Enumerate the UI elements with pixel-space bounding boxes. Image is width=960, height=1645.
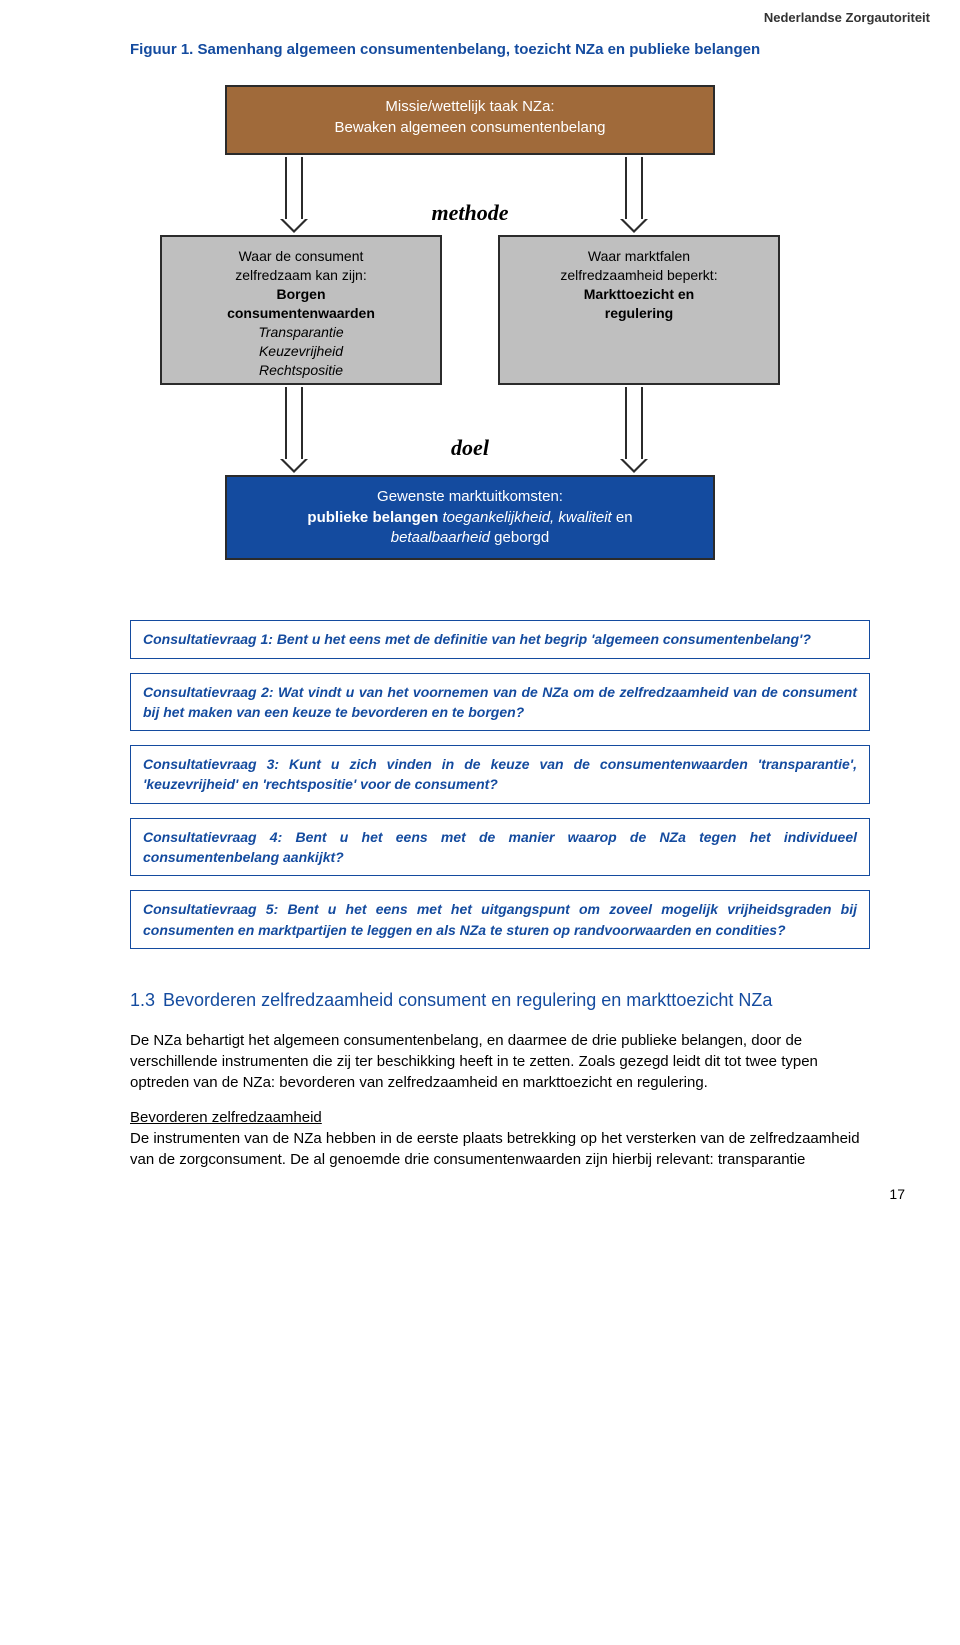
flow-diagram: Missie/wettelijk taak NZa: Bewaken algem… (160, 85, 780, 575)
box-left-consumer: Waar de consument zelfredzaam kan zijn: … (160, 235, 442, 385)
text: Rechtspositie (170, 361, 432, 380)
text: regulering (508, 304, 770, 323)
text: en (616, 509, 633, 526)
box-mission-l1: Missie/wettelijk taak NZa: (239, 97, 701, 117)
text: betaalbaarheid (391, 529, 494, 546)
text: betaalbaarheid geborgd (241, 528, 699, 548)
label-doel: doel (451, 435, 489, 461)
text: zelfredzaamheid beperkt: (508, 266, 770, 285)
figure-title: Figuur 1. Samenhang algemeen consumenten… (130, 40, 870, 60)
para2-lead: Bevorderen zelfredzaamheid (130, 1109, 322, 1126)
text: Waar de consument (170, 247, 432, 266)
paragraph-1: De NZa behartigt het algemeen consumente… (130, 1030, 870, 1093)
text: Gewenste marktuitkomsten: (241, 487, 699, 507)
text: Waar marktfalen (508, 247, 770, 266)
text: consumentenwaarden (170, 304, 432, 323)
section-title: Bevorderen zelfredzaamheid consument en … (163, 990, 772, 1010)
text: zelfredzaam kan zijn: (170, 266, 432, 285)
label-methode: methode (432, 200, 509, 226)
box-right-market: Waar marktfalen zelfredzaamheid beperkt:… (498, 235, 780, 385)
consult-box-4: Consultatievraag 4: Bent u het eens met … (130, 818, 870, 877)
org-logo-text: Nederlandse Zorgautoriteit (764, 10, 930, 25)
box-mission-l2: Bewaken algemeen consumentenbelang (239, 118, 701, 138)
text: geborgd (494, 529, 549, 546)
consult-box-5: Consultatievraag 5: Bent u het eens met … (130, 890, 870, 949)
consult-box-1: Consultatievraag 1: Bent u het eens met … (130, 620, 870, 658)
box-outcome: Gewenste marktuitkomsten: publieke belan… (225, 475, 715, 560)
box-mission: Missie/wettelijk taak NZa: Bewaken algem… (225, 85, 715, 155)
text: Markttoezicht en (508, 285, 770, 304)
text: Transparantie (170, 323, 432, 342)
text: Keuzevrijheid (170, 342, 432, 361)
text: publieke belangen toegankelijkheid, kwal… (241, 508, 699, 528)
consult-box-3: Consultatievraag 3: Kunt u zich vinden i… (130, 745, 870, 804)
arrow-down-icon (625, 387, 643, 459)
arrow-down-icon (285, 157, 303, 219)
text: Borgen (170, 285, 432, 304)
arrow-down-icon (285, 387, 303, 459)
section-heading: 1.3 Bevorderen zelfredzaamheid consument … (130, 989, 870, 1012)
para2-body: De instrumenten van de NZa hebben in de … (130, 1130, 860, 1168)
consultation-list: Consultatievraag 1: Bent u het eens met … (130, 620, 870, 949)
text: publieke belangen (307, 509, 442, 526)
paragraph-2: Bevorderen zelfredzaamheid De instrument… (130, 1107, 870, 1170)
text: toegankelijkheid, kwaliteit (442, 509, 615, 526)
document-page: Nederlandse Zorgautoriteit Figuur 1. Sam… (0, 0, 960, 1214)
section-number: 1.3 (130, 989, 155, 1012)
consult-box-2: Consultatievraag 2: Wat vindt u van het … (130, 673, 870, 732)
arrow-down-icon (625, 157, 643, 219)
page-number: 17 (889, 1186, 905, 1202)
